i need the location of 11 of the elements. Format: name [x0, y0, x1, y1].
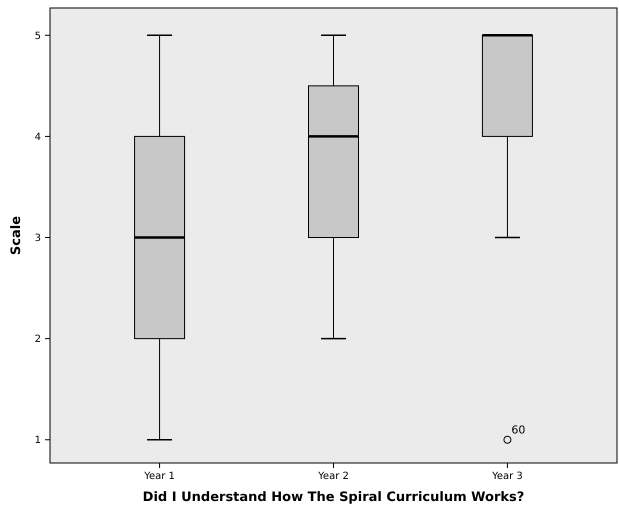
x-tick-label: Year 3: [491, 471, 523, 482]
x-tick-label: Year 1: [143, 471, 175, 482]
x-tick-label: Year 2: [317, 471, 349, 482]
y-tick-label: 5: [34, 30, 41, 42]
y-tick-label: 3: [34, 233, 41, 244]
y-axis-title: Scale: [9, 216, 24, 256]
y-tick-label: 4: [34, 132, 41, 143]
x-axis-title: Did I Understand How The Spiral Curriculum Works?: [142, 490, 524, 505]
y-tick-label: 2: [34, 334, 41, 346]
annotation: 60: [511, 424, 526, 437]
y-tick-label: 1: [34, 435, 41, 446]
